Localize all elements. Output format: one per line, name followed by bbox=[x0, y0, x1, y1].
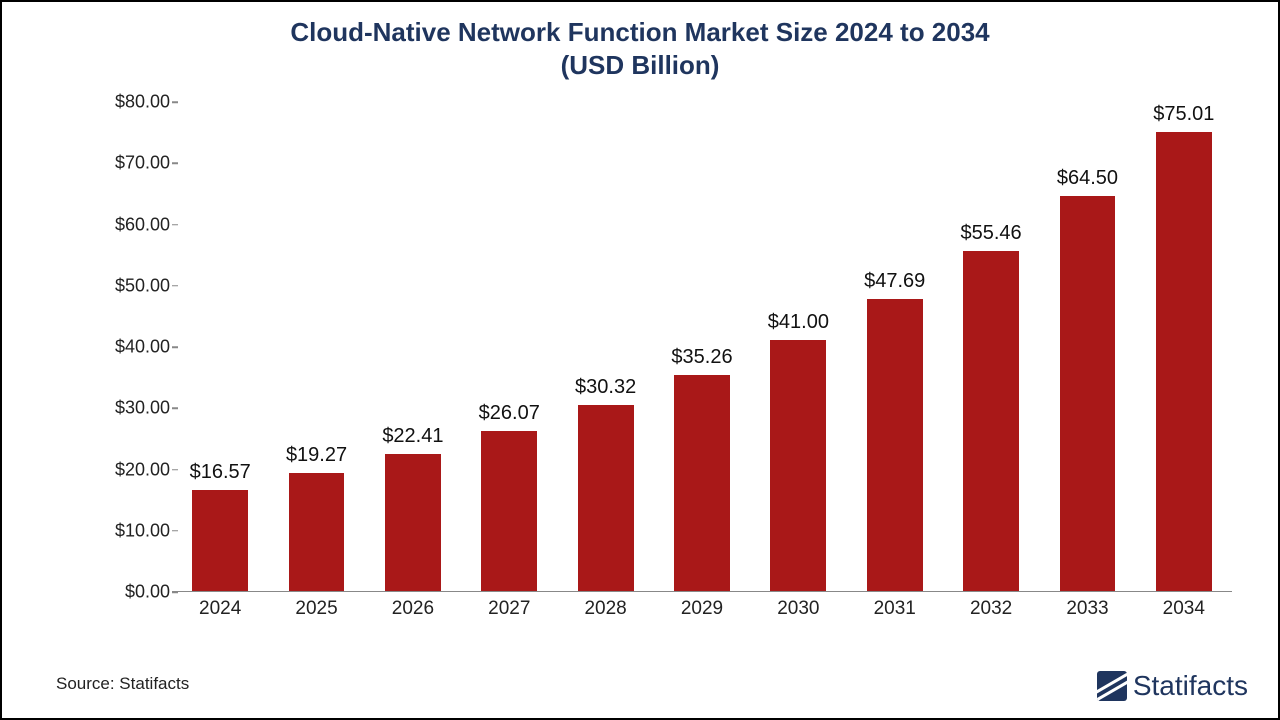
bar bbox=[385, 454, 441, 591]
y-axis-tick-mark bbox=[172, 101, 178, 103]
bar bbox=[1156, 132, 1212, 591]
chart-frame: Cloud-Native Network Function Market Siz… bbox=[0, 0, 1280, 720]
bar-value-label: $64.50 bbox=[1027, 167, 1147, 190]
y-axis-tick-label: $20.00 bbox=[102, 459, 170, 480]
x-axis-category-label: 2032 bbox=[941, 598, 1041, 620]
y-axis-tick-label: $40.00 bbox=[102, 337, 170, 358]
y-axis-tick-mark bbox=[172, 163, 178, 165]
x-axis-category-label: 2029 bbox=[652, 598, 752, 620]
x-axis-category-label: 2030 bbox=[748, 598, 848, 620]
bar-value-label: $22.41 bbox=[353, 425, 473, 448]
bar bbox=[192, 490, 248, 591]
y-axis-tick-mark bbox=[172, 285, 178, 287]
brand-icon bbox=[1097, 671, 1127, 701]
y-axis-tick-mark bbox=[172, 469, 178, 471]
y-axis-tick-label: $70.00 bbox=[102, 153, 170, 174]
x-axis-category-label: 2024 bbox=[170, 598, 270, 620]
bar bbox=[289, 473, 345, 591]
bar-value-label: $55.46 bbox=[931, 222, 1051, 245]
bar bbox=[674, 375, 730, 591]
y-axis-tick-label: $0.00 bbox=[102, 582, 170, 603]
y-axis-tick-label: $50.00 bbox=[102, 275, 170, 296]
x-axis-category-label: 2026 bbox=[363, 598, 463, 620]
bar-value-label: $41.00 bbox=[738, 311, 858, 334]
brand-logo: Statifacts bbox=[1097, 670, 1248, 702]
bar bbox=[770, 340, 826, 591]
x-axis-category-label: 2025 bbox=[267, 598, 367, 620]
bar bbox=[1060, 196, 1116, 591]
bar-value-label: $26.07 bbox=[449, 402, 569, 425]
y-axis-tick-label: $60.00 bbox=[102, 214, 170, 235]
chart-area: $16.57$19.27$22.41$26.07$30.32$35.26$41.… bbox=[102, 102, 1242, 622]
bar bbox=[481, 431, 537, 591]
bar-value-label: $47.69 bbox=[835, 270, 955, 293]
brand-text: Statifacts bbox=[1133, 670, 1248, 702]
source-attribution: Source: Statifacts bbox=[56, 674, 189, 694]
y-axis-tick-mark bbox=[172, 591, 178, 593]
chart-title: Cloud-Native Network Function Market Siz… bbox=[2, 2, 1278, 81]
y-axis-tick-label: $80.00 bbox=[102, 92, 170, 113]
y-axis-tick-label: $30.00 bbox=[102, 398, 170, 419]
title-line-1: Cloud-Native Network Function Market Siz… bbox=[2, 16, 1278, 49]
y-axis-tick-mark bbox=[172, 346, 178, 348]
x-axis-category-label: 2033 bbox=[1037, 598, 1137, 620]
x-axis-category-label: 2028 bbox=[556, 598, 656, 620]
y-axis-tick-label: $10.00 bbox=[102, 520, 170, 541]
x-axis-category-label: 2027 bbox=[459, 598, 559, 620]
x-axis-category-label: 2034 bbox=[1134, 598, 1234, 620]
bar bbox=[963, 251, 1019, 591]
bar-value-label: $75.01 bbox=[1124, 103, 1244, 126]
bar bbox=[578, 405, 634, 591]
bar-value-label: $30.32 bbox=[546, 376, 666, 399]
y-axis-tick-mark bbox=[172, 224, 178, 226]
y-axis-tick-mark bbox=[172, 530, 178, 532]
bar bbox=[867, 299, 923, 591]
y-axis-tick-mark bbox=[172, 408, 178, 410]
plot-region: $16.57$19.27$22.41$26.07$30.32$35.26$41.… bbox=[172, 102, 1232, 592]
bar-value-label: $35.26 bbox=[642, 346, 762, 369]
title-line-2: (USD Billion) bbox=[2, 49, 1278, 82]
x-axis-category-label: 2031 bbox=[845, 598, 945, 620]
